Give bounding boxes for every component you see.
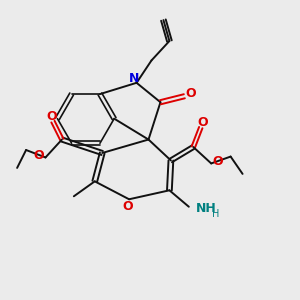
- Text: N: N: [128, 72, 139, 85]
- Text: O: O: [122, 200, 133, 213]
- Text: O: O: [46, 110, 57, 123]
- Text: O: O: [197, 116, 208, 129]
- Text: O: O: [186, 87, 196, 101]
- Text: NH: NH: [196, 202, 217, 215]
- Text: O: O: [34, 149, 44, 163]
- Text: O: O: [212, 155, 223, 168]
- Text: H: H: [212, 209, 220, 219]
